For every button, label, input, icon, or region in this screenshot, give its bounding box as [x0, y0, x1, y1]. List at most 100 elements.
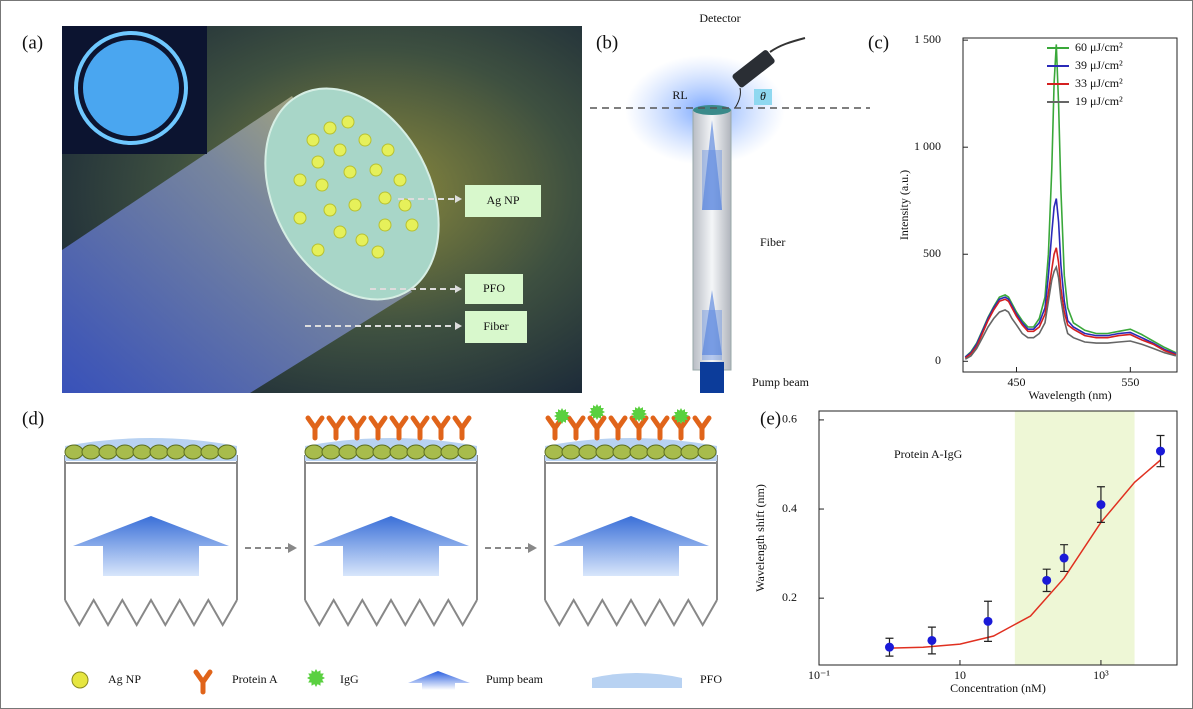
panel-b-part [770, 38, 805, 52]
protein-a [371, 418, 385, 438]
protein-a [329, 418, 343, 438]
y-tick-label: 1 500 [914, 32, 941, 46]
fiber-label: Fiber [760, 235, 785, 249]
ag-np [218, 445, 236, 459]
theta-label: θ [760, 89, 766, 103]
body: (a) Ag NP PFO Fiber (b) Detector RL θ Fi… [0, 0, 1193, 709]
pump-arrow [73, 516, 229, 576]
legend-label: 33 μJ/cm² [1075, 76, 1123, 90]
y-tick-label: 1 000 [914, 139, 941, 153]
figure: (a) Ag NP PFO Fiber (b) Detector RL θ Fi… [0, 0, 1193, 709]
series-line [965, 199, 1176, 357]
ag-np [399, 199, 411, 211]
ag-np [312, 156, 324, 168]
ag-np [379, 192, 391, 204]
page: {"panels": { "a": {"label": "(a)", "call… [0, 0, 1193, 709]
ag-np [373, 445, 391, 459]
point [927, 636, 936, 645]
ag-np [545, 445, 563, 459]
x-tick-label: 10 [954, 668, 966, 682]
ag-np [681, 445, 699, 459]
ag-np [82, 445, 100, 459]
protein-a [653, 418, 667, 438]
protein-a [695, 418, 709, 438]
ag-np [324, 122, 336, 134]
ag-np [394, 174, 406, 186]
legend-label: PFO [700, 672, 722, 686]
ag-np [370, 164, 382, 176]
panel-b-part [700, 362, 724, 393]
legend-label: 60 μJ/cm² [1075, 40, 1123, 54]
flow-arrow-head [528, 543, 537, 553]
ag-np [698, 445, 716, 459]
panel-b-part [702, 310, 722, 360]
flow-arrow-head [288, 543, 297, 553]
ag-np [613, 445, 631, 459]
ag-np [307, 134, 319, 146]
igg [554, 408, 570, 424]
ag-np [441, 445, 459, 459]
ag-np [65, 445, 83, 459]
panel-label: (d) [22, 408, 44, 429]
protein-a [392, 418, 406, 438]
zigzag [545, 600, 717, 625]
y-axis-label: Wavelength shift (nm) [753, 484, 767, 592]
ag-np [344, 166, 356, 178]
panel-label: (e) [760, 408, 781, 429]
ag-np [334, 226, 346, 238]
rl-label: RL [672, 88, 687, 102]
callout: Ag NP [486, 193, 519, 207]
ag-np [579, 445, 597, 459]
callout: PFO [483, 281, 505, 295]
panel-a [62, 26, 582, 393]
chart: 10⁻¹1010³0.20.40.6Concentration (nM)Wave… [753, 411, 1177, 695]
ag-np [312, 244, 324, 256]
plot-frame [963, 38, 1177, 372]
protein-a [413, 418, 427, 438]
point [1060, 554, 1069, 563]
ag-np [407, 445, 425, 459]
pump-arrow [553, 516, 709, 576]
x-tick-label: 10⁻¹ [808, 668, 830, 682]
ag-np [664, 445, 682, 459]
igg [307, 669, 325, 687]
x-axis-label: Concentration (nM) [950, 681, 1046, 695]
y-tick-label: 0.2 [782, 590, 797, 604]
ag-np [424, 445, 442, 459]
legend-label: Pump beam [486, 672, 544, 686]
panel-label: (c) [868, 32, 889, 53]
legend-label: 19 μJ/cm² [1075, 94, 1123, 108]
legend-pump [408, 671, 470, 690]
protein-a [196, 672, 210, 692]
protein-a [590, 418, 604, 438]
ag-np [316, 179, 328, 191]
ag-np [390, 445, 408, 459]
protein-a [455, 418, 469, 438]
callout: Fiber [483, 319, 508, 333]
ag-np [322, 445, 340, 459]
ag-np [339, 445, 357, 459]
zigzag [305, 600, 477, 625]
legend-label: 39 μJ/cm² [1075, 58, 1123, 72]
ag-np [342, 116, 354, 128]
pump-arrow [313, 516, 469, 576]
panel-b [590, 38, 870, 393]
point [885, 643, 894, 652]
panel-b-part [693, 105, 731, 115]
x-axis-label: Wavelength (nm) [1028, 388, 1111, 402]
ag-np [349, 199, 361, 211]
ag-np [294, 212, 306, 224]
ag-np [406, 219, 418, 231]
point [1042, 576, 1051, 585]
ag-np [630, 445, 648, 459]
legend-pfo [592, 673, 682, 688]
protein-a [611, 418, 625, 438]
legend-label: IgG [340, 672, 359, 686]
ag-np [356, 445, 374, 459]
ag-np [150, 445, 168, 459]
highlight-band [1015, 411, 1135, 665]
detector-label: Detector [699, 11, 740, 25]
panel-label: (b) [596, 32, 618, 53]
ag-np [305, 445, 323, 459]
